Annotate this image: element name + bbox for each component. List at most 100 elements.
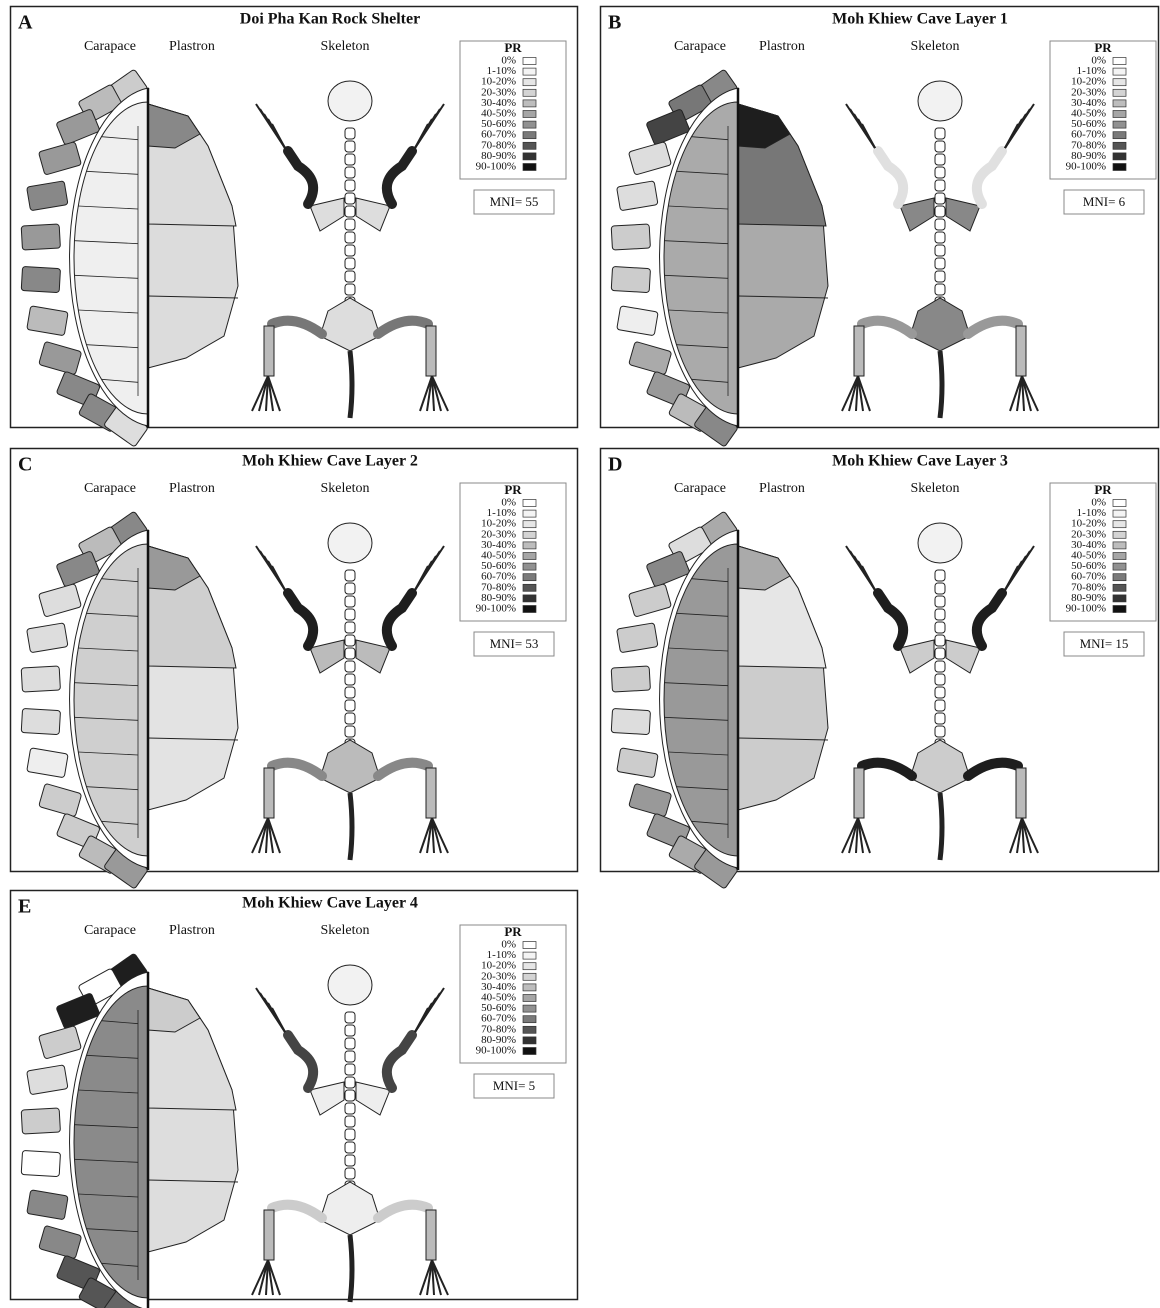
legend-swatch (523, 542, 536, 549)
column-label: Carapace (674, 39, 726, 54)
humerus (878, 593, 903, 646)
vertebra (345, 1038, 355, 1049)
vertebra (345, 1064, 355, 1075)
legend-label: 90-100% (1066, 603, 1106, 615)
vertebra (345, 258, 355, 269)
peripheral-scute (629, 783, 672, 817)
peripheral-scute (617, 623, 658, 653)
vertebra (345, 1142, 355, 1153)
vertebra (345, 1129, 355, 1140)
skull (328, 81, 372, 121)
femur (968, 763, 1018, 776)
vertebra (345, 1025, 355, 1036)
peripheral-scute (617, 748, 658, 778)
peripheral-scute (21, 709, 60, 735)
femur (272, 321, 322, 334)
legend-swatch (1113, 595, 1126, 602)
vertebra (345, 1012, 355, 1023)
carapace (74, 544, 148, 856)
tail (350, 1235, 352, 1302)
vertebra (935, 661, 945, 672)
legend-swatch (523, 1005, 536, 1012)
legend-swatch (1113, 89, 1126, 96)
column-label: Plastron (759, 39, 805, 54)
vertebra (345, 1103, 355, 1114)
legend-swatch (523, 1048, 536, 1055)
peripheral-scute (21, 267, 60, 293)
peripheral-scute (21, 224, 60, 250)
femur (968, 321, 1018, 334)
vertebra (345, 622, 355, 633)
legend-swatch (1113, 79, 1126, 86)
peripheral-scute (39, 783, 82, 817)
peripheral-scute (628, 142, 671, 176)
legend-swatch (523, 1037, 536, 1044)
legend-swatch (1113, 132, 1126, 139)
peripheral-scute (629, 341, 672, 375)
vertebra (345, 1051, 355, 1062)
mni: MNI= 5 (493, 1078, 535, 1093)
legend-title: PR (1094, 40, 1112, 55)
legend-swatch (1113, 68, 1126, 75)
legend-title: PR (504, 482, 522, 497)
vertebra (935, 232, 945, 243)
column-label: Skeleton (321, 923, 370, 938)
vertebra (935, 609, 945, 620)
humerus (288, 1035, 313, 1088)
panel-letter: A (18, 12, 33, 34)
vertebra (935, 726, 945, 737)
humerus (387, 593, 412, 646)
vertebra (345, 583, 355, 594)
legend-title: PR (504, 40, 522, 55)
humerus (977, 151, 1002, 204)
vertebra (345, 167, 355, 178)
vertebra (935, 193, 945, 204)
legend-swatch (523, 1016, 536, 1023)
peripheral-scute (628, 584, 671, 618)
femur (272, 763, 322, 776)
legend-swatch (1113, 164, 1126, 171)
vertebra (935, 596, 945, 607)
legend-swatch (523, 111, 536, 118)
peripheral-scute (39, 1225, 82, 1259)
vertebra (935, 258, 945, 269)
pelvis (910, 740, 970, 793)
vertebra (935, 284, 945, 295)
column-label: Carapace (84, 481, 136, 496)
legend-swatch (1113, 542, 1126, 549)
pelvis (320, 740, 380, 793)
legend-swatch (523, 132, 536, 139)
panel-letter: D (608, 454, 622, 476)
vertebra (345, 713, 355, 724)
tibia (426, 1210, 436, 1260)
legend-swatch (523, 563, 536, 570)
tibia (264, 326, 274, 376)
vertebra (935, 245, 945, 256)
peripheral-scute (27, 306, 68, 336)
vertebra (345, 1116, 355, 1127)
mni: MNI= 53 (490, 636, 539, 651)
vertebra (935, 622, 945, 633)
carapace (664, 544, 738, 856)
panel-title: Moh Khiew Cave Layer 3 (832, 453, 1008, 470)
vertebra (345, 1077, 355, 1088)
panel-title: Moh Khiew Cave Layer 1 (832, 11, 1008, 28)
skull (918, 523, 962, 563)
legend-swatch (523, 574, 536, 581)
vertebra (345, 1090, 355, 1101)
femur (378, 763, 428, 776)
humerus (977, 593, 1002, 646)
vertebra (345, 141, 355, 152)
column-label: Plastron (169, 39, 215, 54)
vertebra (345, 271, 355, 282)
legend-swatch (523, 1026, 536, 1033)
skull (328, 523, 372, 563)
legend-swatch (523, 973, 536, 980)
vertebra (345, 284, 355, 295)
vertebra (935, 219, 945, 230)
digit (415, 104, 444, 148)
vertebra (935, 167, 945, 178)
mni: MNI= 15 (1080, 636, 1129, 651)
vertebra (345, 570, 355, 581)
legend-swatch (523, 153, 536, 160)
